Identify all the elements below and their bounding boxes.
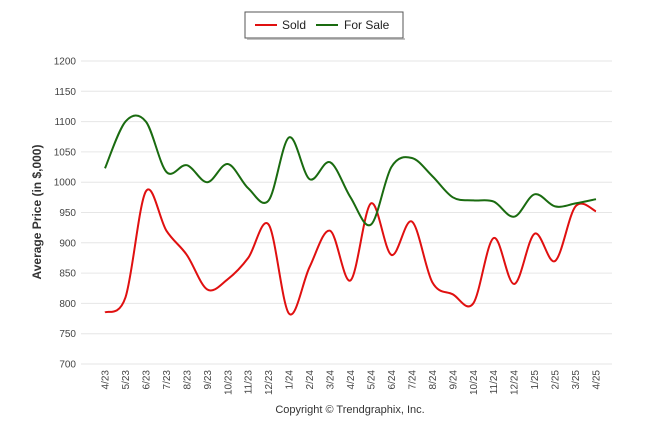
x-tick-label: 10/23 (223, 370, 234, 395)
y-tick-label: 750 (59, 329, 76, 340)
x-tick-label: 3/25 (571, 370, 582, 390)
x-tick-label: 6/23 (141, 370, 152, 390)
x-axis-ticks: 4/23 5/23 6/23 7/23 8/23 9/23 10/23 11/23 12/23 1… (101, 370, 603, 395)
x-tick-label: 4/25 (592, 370, 603, 390)
legend-label-for-sale: For Sale (344, 18, 390, 32)
y-tick-label: 900 (59, 238, 76, 249)
y-axis-label: Average Price (in $,000) (30, 145, 44, 280)
x-tick-label: 8/23 (182, 370, 193, 390)
y-tick-label: 700 (59, 360, 76, 371)
x-tick-label: 6/24 (387, 370, 398, 390)
legend-shadow (247, 38, 405, 40)
legend: Sold For Sale (244, 11, 405, 40)
y-tick-label: 950 (59, 208, 76, 219)
x-tick-label: 7/24 (407, 370, 418, 390)
x-tick-label: 7/23 (162, 370, 173, 390)
x-tick-label: 9/23 (203, 370, 214, 390)
y-tick-label: 1000 (54, 178, 77, 189)
x-tick-label: 10/24 (469, 370, 480, 395)
series-line-for-sale (104, 114, 597, 227)
x-tick-label: 11/23 (244, 370, 255, 395)
series-line-sold (104, 188, 597, 316)
x-tick-label: 4/24 (346, 370, 357, 390)
x-tick-label: 2/24 (305, 370, 316, 390)
series-lines (104, 114, 597, 316)
copyright-text: Copyright © Trendgraphix, Inc. (275, 404, 424, 416)
y-tick-label: 850 (59, 269, 76, 280)
y-axis-ticks: 700 750 800 850 900 950 1000 1050 1100 1150 1200 (54, 57, 77, 371)
x-tick-label: 5/23 (121, 370, 132, 390)
x-tick-label: 1/25 (530, 370, 541, 390)
legend-label-sold: Sold (282, 18, 306, 32)
x-tick-label: 8/24 (428, 370, 439, 390)
x-tick-label: 3/24 (326, 370, 337, 390)
y-tick-label: 1050 (54, 147, 77, 158)
x-tick-label: 5/24 (366, 370, 377, 390)
x-tick-label: 12/23 (264, 370, 275, 395)
grid (81, 60, 612, 365)
y-tick-label: 1100 (54, 117, 76, 128)
y-tick-label: 1200 (54, 57, 77, 68)
x-tick-label: 1/24 (285, 370, 296, 390)
y-tick-label: 800 (59, 299, 76, 310)
x-tick-label: 12/24 (510, 370, 521, 395)
y-tick-label: 1150 (54, 87, 76, 98)
x-tick-label: 4/23 (101, 370, 112, 390)
x-tick-label: 2/25 (551, 370, 562, 390)
x-tick-label: 11/24 (489, 370, 500, 395)
x-tick-label: 9/24 (448, 370, 459, 390)
